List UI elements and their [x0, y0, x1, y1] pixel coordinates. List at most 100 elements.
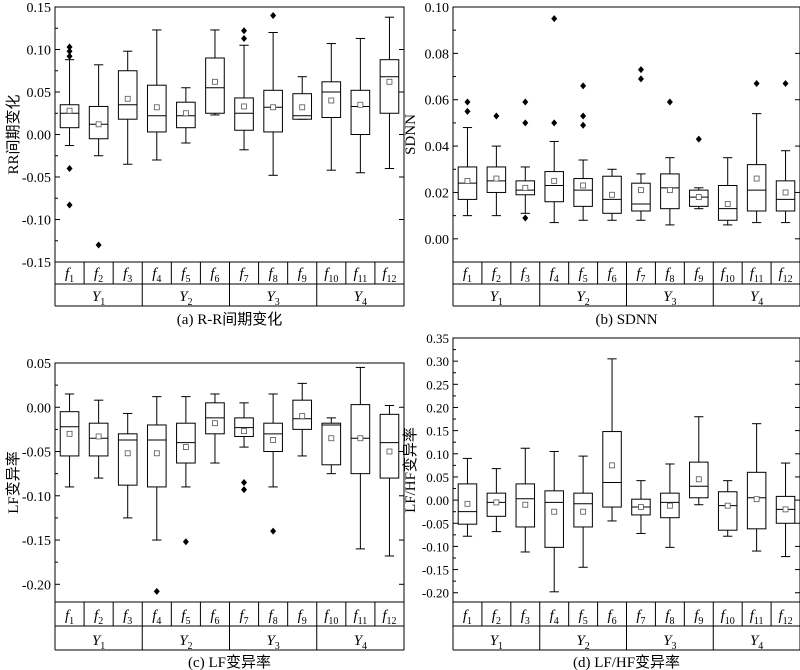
- plot-frame: [54, 362, 405, 603]
- box-mean-marker: [753, 175, 760, 182]
- y-tick-label: 0.20: [426, 400, 449, 415]
- y-tick-label: 0.00: [425, 233, 450, 248]
- group-label: Y1: [490, 289, 503, 308]
- group-label: Y3: [663, 289, 676, 308]
- box-mean-marker: [386, 78, 393, 85]
- category-label: f6: [607, 266, 616, 285]
- box-mean-marker: [782, 506, 789, 513]
- category-label: f4: [152, 608, 161, 627]
- outlier-point: [493, 112, 500, 120]
- outlier-point: [241, 27, 248, 35]
- box-iqr: [117, 70, 138, 120]
- outlier-point: [464, 98, 471, 106]
- group-label: Y4: [354, 633, 367, 652]
- box-mean-marker: [124, 95, 131, 102]
- category-label: f1: [65, 266, 74, 285]
- chart-caption: (b) SDNN: [595, 312, 657, 328]
- box-mean-marker: [299, 104, 306, 111]
- box-f2: [486, 112, 507, 217]
- category-label: f1: [463, 266, 472, 285]
- outlier-point: [66, 47, 73, 55]
- box-mean-marker: [666, 502, 673, 509]
- box-mean-marker: [182, 444, 189, 450]
- chart-panel-2: 0.00 0.02 0.04 0.06 0.08 0.10 SDNN f1 f2 f3 f4 f5 f6…: [403, 1, 800, 328]
- box-iqr: [205, 57, 225, 114]
- y-tick-label: -0.15: [22, 534, 51, 549]
- outlier-point: [551, 15, 558, 23]
- y-tick-label: 0.05: [426, 470, 449, 485]
- category-label: f7: [239, 608, 248, 627]
- box-f11: [350, 37, 371, 174]
- box-mean-marker: [66, 430, 73, 437]
- box-f9: [689, 135, 709, 210]
- category-label: f7: [636, 608, 645, 627]
- outlier-point: [241, 486, 248, 494]
- category-label: f5: [579, 266, 588, 285]
- chart-panel-4: -0.20 -0.15 -0.10 -0.05 0.00 0.05 0.10 0.15 0.20…: [402, 331, 800, 670]
- box-mean-marker: [753, 496, 760, 503]
- y-tick-label: 0.25: [426, 377, 449, 392]
- outlier-point: [580, 121, 587, 129]
- box-mean-marker: [580, 508, 587, 515]
- box-iqr: [350, 89, 371, 136]
- outlier-point: [580, 82, 587, 90]
- box-f8: [660, 98, 680, 226]
- box-mean-marker: [386, 448, 393, 455]
- chart-caption: (a) R-R间期变化: [177, 311, 282, 328]
- box-f7: [631, 480, 651, 534]
- group-label: Y2: [576, 633, 589, 652]
- y-tick-label: 0.00: [27, 129, 52, 144]
- category-label: f4: [550, 266, 559, 285]
- category-label: f5: [181, 608, 190, 627]
- y-axis-label: LF变异率: [5, 451, 22, 514]
- box-f3: [117, 412, 138, 519]
- box-mean-marker: [153, 104, 160, 111]
- outlier-point: [241, 479, 248, 486]
- box-iqr: [59, 104, 80, 129]
- group-label: Y4: [354, 289, 367, 308]
- category-label: f12: [778, 608, 792, 627]
- box-f2: [486, 468, 507, 533]
- box-mean-marker: [609, 191, 615, 198]
- box-mean-marker: [782, 189, 789, 196]
- box-iqr: [379, 413, 400, 479]
- plot-frame: [452, 6, 800, 263]
- category-table: f1 f2 f3 f4 f5 f6 f7 f8 f9 f10 f11 f12 Y1 Y2 Y3 Y4: [54, 262, 405, 308]
- box-f9: [689, 416, 709, 506]
- outlier-point: [782, 80, 789, 87]
- chart-caption: (c) LF变异率: [188, 654, 271, 670]
- box-f7: [234, 27, 254, 151]
- box-iqr: [263, 89, 283, 133]
- group-label: Y2: [179, 289, 192, 308]
- box-iqr: [234, 97, 254, 131]
- box-f5: [573, 455, 593, 568]
- box-f11: [746, 423, 767, 552]
- box-f12: [379, 404, 400, 557]
- plot-frame: [452, 337, 800, 603]
- box-mean-marker: [666, 187, 673, 194]
- box-mean-marker: [95, 121, 102, 128]
- chart-caption: (d) LF/HF变异率: [573, 654, 680, 670]
- box-iqr: [379, 59, 400, 114]
- outlier-point: [464, 107, 471, 115]
- y-tick-label: -0.15: [22, 256, 51, 271]
- box-f6: [602, 168, 622, 221]
- category-label: f12: [382, 266, 396, 285]
- y-tick-label: 0.00: [426, 493, 449, 508]
- category-label: f6: [210, 608, 219, 627]
- category-label: f8: [269, 266, 278, 285]
- y-tick-label: 0.04: [425, 140, 450, 155]
- outlier-point: [270, 527, 277, 535]
- category-label: f2: [94, 608, 103, 627]
- y-axis-label: LF/HF变异率: [402, 427, 419, 513]
- category-table: f1 f2 f3 f4 f5 f6 f7 f8 f9 f10 f11 f12 Y1 Y2 Y3 Y4: [452, 602, 800, 652]
- y-tick-label: -0.05: [422, 516, 449, 531]
- y-tick-label: -0.10: [422, 539, 449, 554]
- outlier-point: [637, 75, 644, 83]
- box-iqr: [602, 431, 622, 508]
- box-mean-marker: [357, 435, 364, 442]
- box-mean-marker: [522, 184, 529, 191]
